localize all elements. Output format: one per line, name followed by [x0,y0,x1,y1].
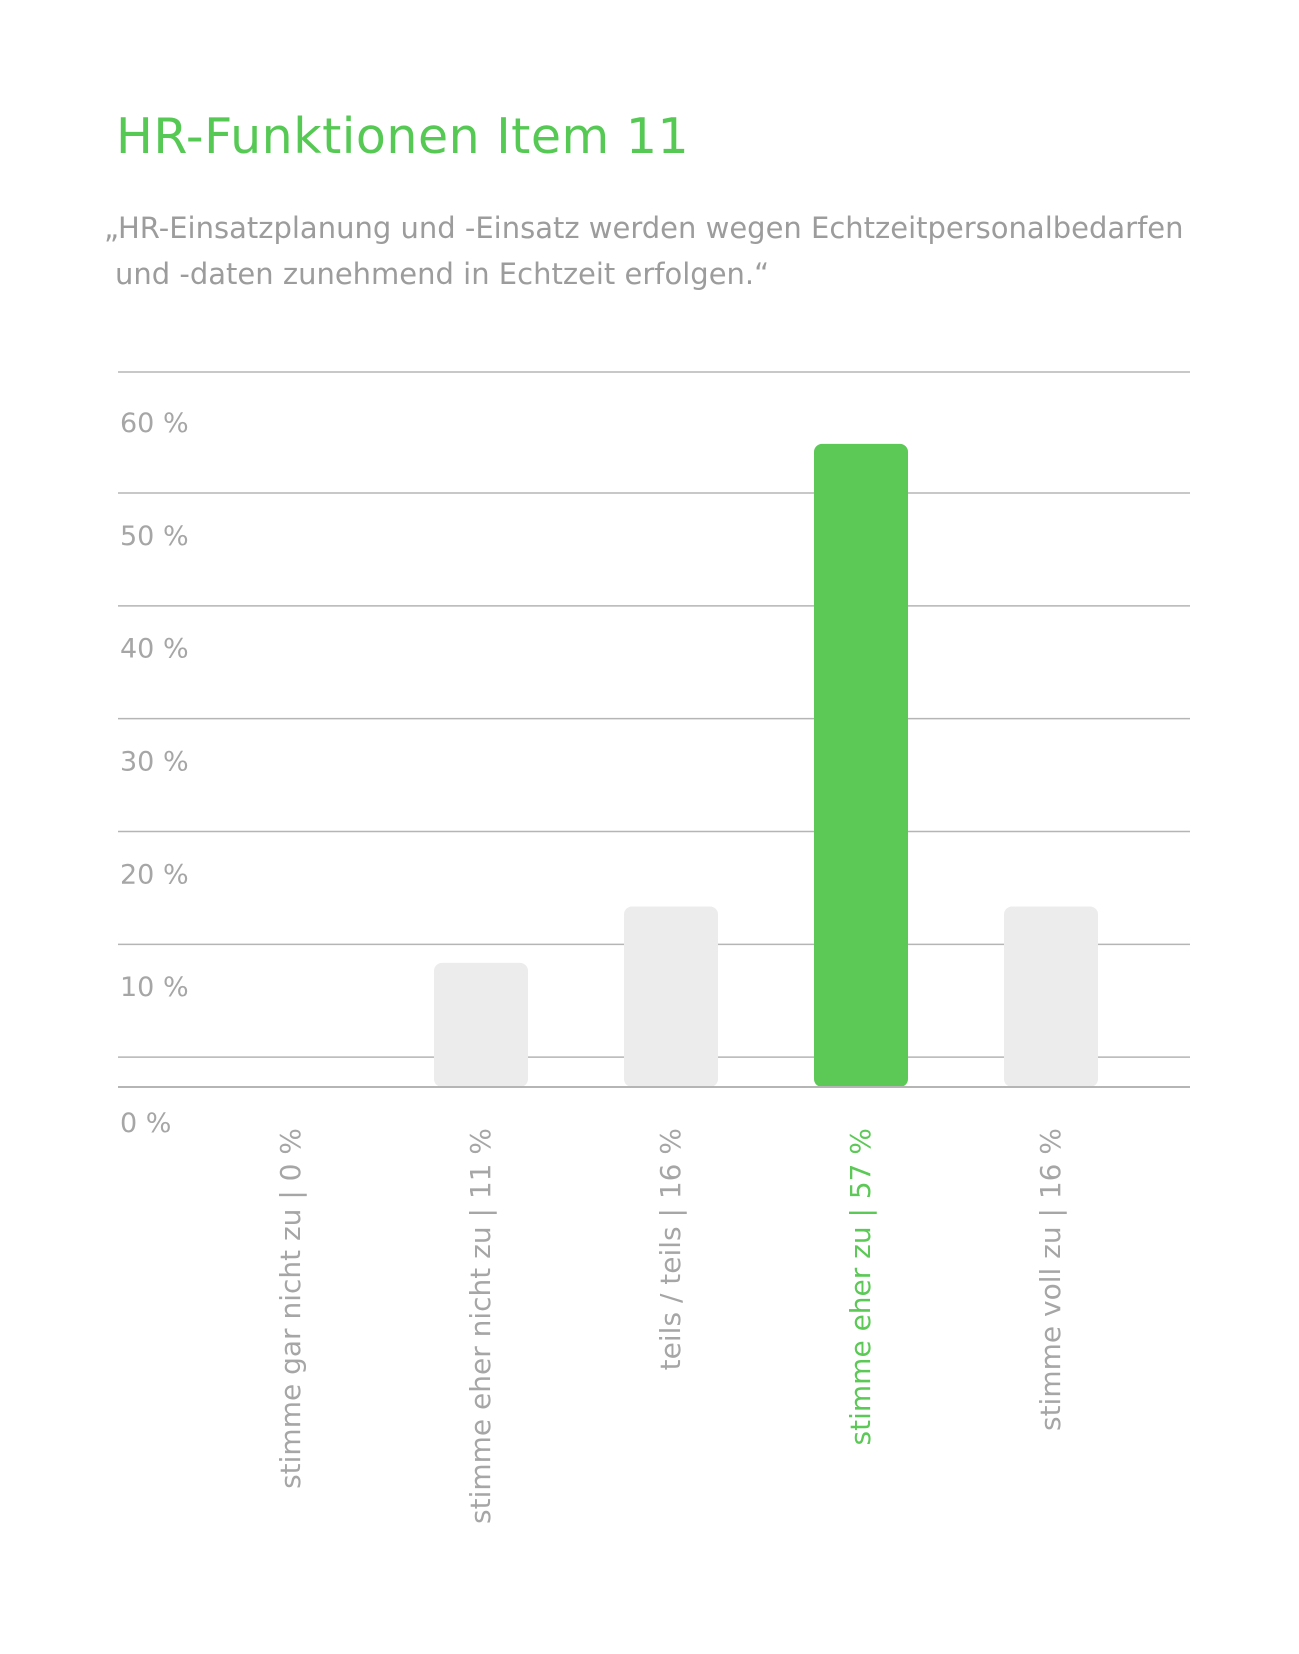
category-label-group-0: stimme gar nicht zu | 0 % [274,1128,307,1489]
category-separator-2: | [654,1199,687,1226]
y-tick-label-50: 50 % [120,521,189,552]
y-tick-label-20: 20 % [120,859,189,890]
y-tick-label-40: 40 % [120,634,189,665]
category-name-0: stimme gar nicht zu [274,1209,307,1489]
category-name-3: stimme eher zu [844,1226,877,1445]
y-tick-label-10: 10 % [120,972,189,1003]
subtitle-line-1: „HR-Einsatzplanung und -Einsatz werden w… [104,211,1184,245]
y-tick-label-0: 0 % [120,1108,171,1139]
y-tick-label-30: 30 % [120,747,189,778]
bar-1 [434,962,528,1087]
category-value-0: 0 % [274,1128,307,1181]
category-separator-3: | [844,1199,877,1226]
chart-subtitle: „HR-Einsatzplanung und -Einsatz werden w… [104,205,1214,297]
bar-3 [814,443,908,1088]
category-label-3: stimme eher zu | 57 % [844,1128,877,1445]
category-name-1: stimme eher nicht zu [464,1226,497,1524]
category-separator-1: | [464,1199,497,1226]
category-label-2: teils / teils | 16 % [654,1128,687,1370]
category-value-3: 57 % [844,1128,877,1199]
category-name-2: teils / teils [654,1226,687,1370]
chart-title: HR-Funktionen Item 11 [116,108,690,165]
bar-4 [1004,906,1098,1087]
category-value-1: 11 % [464,1128,497,1199]
y-tick-label-60: 60 % [120,408,189,439]
subtitle-line-2: und -daten zunehmend in Echtzeit erfolge… [115,257,770,291]
category-separator-0: | [274,1181,307,1208]
category-name-4: stimme voll zu [1034,1226,1067,1431]
category-label-group-2: teils / teils | 16 % [654,1128,687,1370]
category-value-4: 16 % [1034,1128,1067,1199]
bar-2 [624,906,718,1087]
category-label-0: stimme gar nicht zu | 0 % [274,1128,307,1489]
category-label-4: stimme voll zu | 16 % [1034,1128,1067,1431]
category-label-group-4: stimme voll zu | 16 % [1034,1128,1067,1431]
category-label-group-1: stimme eher nicht zu | 11 % [464,1128,497,1524]
category-label-1: stimme eher nicht zu | 11 % [464,1128,497,1524]
category-label-group-3: stimme eher zu | 57 % [844,1128,877,1445]
category-value-2: 16 % [654,1128,687,1199]
category-separator-4: | [1034,1199,1067,1226]
